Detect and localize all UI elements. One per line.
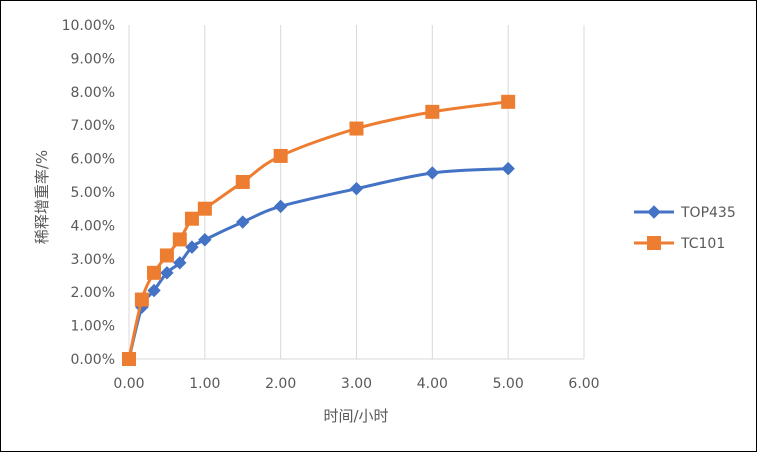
data-point: [159, 248, 174, 263]
legend-label: TC101: [680, 236, 725, 252]
y-tick-label: 4.00%: [71, 218, 115, 234]
data-point: [235, 174, 250, 189]
x-tick-label: 6.00: [568, 376, 599, 392]
y-tick-label: 6.00%: [71, 152, 115, 168]
gridlines: [204, 25, 585, 359]
legend-label: TOP435: [680, 205, 736, 221]
x-tick-label: 0.00: [113, 376, 144, 392]
y-tick-label: 3.00%: [71, 252, 115, 268]
legend-item-top435: TOP435: [634, 205, 736, 221]
data-point: [147, 283, 161, 298]
axes: 0.00 1.00 2.00 3.00 4.00 5.00 6.00 0.00% 1.00% 2.…: [62, 18, 600, 392]
data-point: [185, 240, 199, 254]
data-point: [197, 201, 212, 216]
data-point: [160, 266, 174, 280]
x-axis-title: 时间/小时: [323, 407, 388, 425]
y-tick-label: 0.00%: [71, 352, 115, 368]
y-tick-label: 9.00%: [71, 51, 115, 67]
y-tick-label: 5.00%: [71, 185, 115, 201]
data-point: [172, 232, 187, 247]
y-tick-label: 10.00%: [62, 18, 115, 34]
data-point: [501, 94, 516, 109]
data-point: [122, 352, 136, 366]
legend: TOP435 TC101: [634, 205, 736, 252]
legend-marker: [647, 205, 661, 219]
x-tick-label: 4.00: [417, 376, 448, 392]
data-point: [147, 265, 162, 280]
y-tick-label: 8.00%: [71, 85, 115, 101]
data-point: [349, 121, 364, 136]
legend-item-tc101: TC101: [634, 236, 725, 252]
y-tick-label: 7.00%: [71, 118, 115, 134]
x-tick-label: 5.00: [493, 376, 524, 392]
legend-marker: [647, 236, 661, 250]
x-tick-label: 2.00: [265, 376, 296, 392]
data-point: [501, 161, 515, 176]
series-tc101: [122, 94, 516, 366]
series-line: [127, 167, 510, 361]
data-point: [349, 181, 364, 196]
series-group: [122, 94, 516, 366]
x-tick-label: 1.00: [189, 376, 220, 392]
data-point: [184, 211, 199, 226]
data-point: [134, 292, 149, 307]
y-tick-label: 1.00%: [71, 319, 115, 335]
data-point: [425, 166, 440, 180]
data-point: [173, 256, 187, 270]
data-point: [425, 104, 440, 119]
y-tick-label: 2.00%: [71, 285, 115, 301]
data-point: [273, 148, 288, 163]
series-line: [127, 100, 510, 361]
y-axis-title: 稀释增重率/%: [33, 150, 51, 244]
data-point: [198, 233, 212, 247]
data-point: [273, 199, 288, 214]
data-point: [236, 215, 250, 229]
series-top435: [122, 161, 515, 366]
x-tick-label: 3.00: [341, 376, 372, 392]
